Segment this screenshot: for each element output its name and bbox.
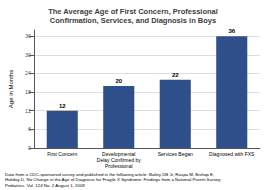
svg-text:Age in Months: Age in Months [8, 70, 14, 108]
svg-text:The Average Age of First Conce: The Average Age of First Concern, Profes… [48, 7, 218, 16]
svg-text:36: 36 [25, 33, 31, 39]
svg-text:Diagnosed with FXS: Diagnosed with FXS [209, 151, 255, 157]
svg-text:12: 12 [25, 108, 31, 114]
svg-text:22: 22 [172, 72, 179, 78]
svg-text:12: 12 [59, 103, 66, 109]
svg-text:Confirmation, Services, and Di: Confirmation, Services, and Diagnosis in… [50, 16, 216, 25]
svg-text:30: 30 [25, 52, 31, 58]
svg-text:36: 36 [228, 28, 235, 34]
svg-text:24: 24 [25, 70, 31, 76]
svg-text:Delay Confirmed by: Delay Confirmed by [96, 157, 141, 163]
svg-text:Data from a CDC-sponsored surv: Data from a CDC-sponsored survey and pub… [5, 172, 214, 177]
svg-text:20: 20 [115, 78, 122, 84]
svg-text:Professional: Professional [105, 163, 133, 169]
svg-text:First Concern: First Concern [47, 151, 77, 157]
svg-text:Services Began: Services Began [158, 151, 193, 157]
svg-text:Developmental: Developmental [102, 151, 136, 157]
svg-text:Holiday D. No Change in the Ag: Holiday D. No Change in the Age of Diagn… [5, 177, 221, 182]
svg-text:Pediatrics. Vol. 124 No. 2 Aug: Pediatrics. Vol. 124 No. 2 August 1, 200… [5, 183, 85, 188]
svg-text:0: 0 [28, 145, 31, 151]
svg-text:18: 18 [25, 89, 31, 95]
svg-text:6: 6 [28, 126, 31, 132]
